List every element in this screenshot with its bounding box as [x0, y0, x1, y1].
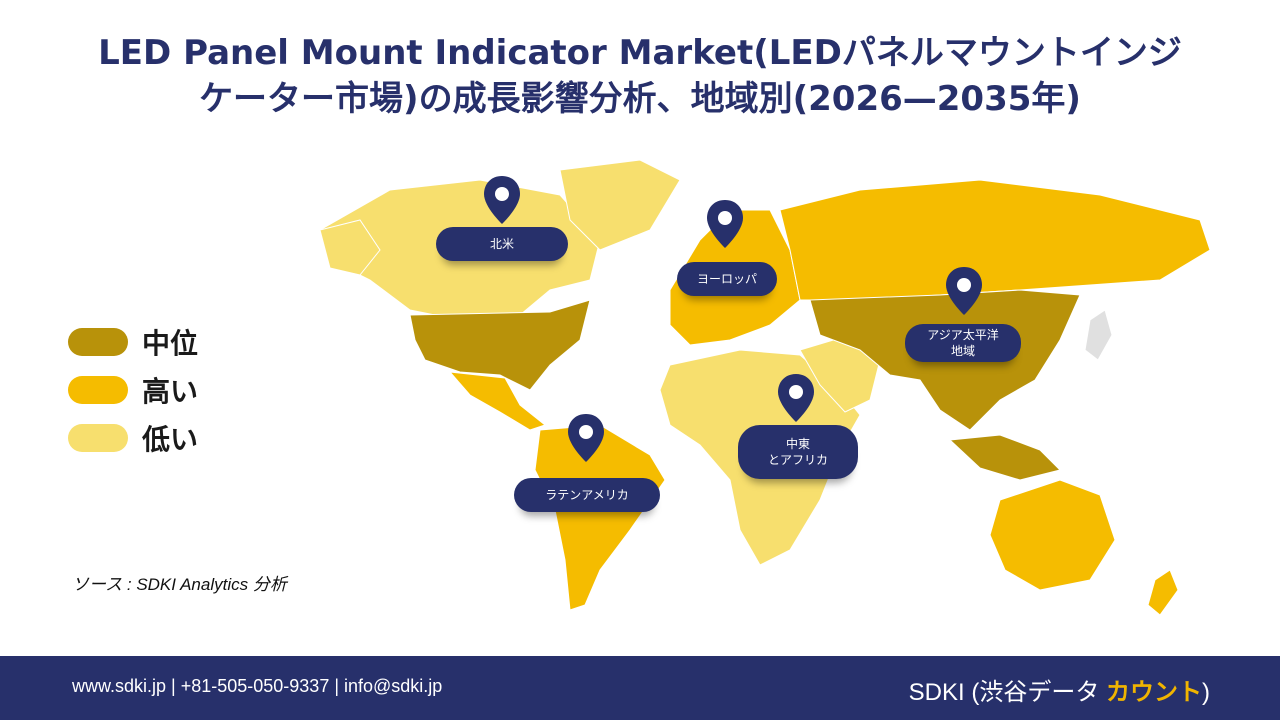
usa-shape: [409, 299, 591, 391]
legend-item-medium: 中位: [68, 318, 198, 366]
region-name-line-2: とアフリカ: [767, 453, 828, 467]
legend: 中位 高い 低い: [68, 318, 198, 462]
world-map-svg: [319, 159, 1211, 616]
japan-shape: [1084, 309, 1113, 361]
footer-contact: www.sdki.jp | +81-505-050-9337 | info@sd…: [72, 676, 443, 696]
region-label-asia-pacific: アジア太平洋 地域: [905, 324, 1021, 362]
russia-shape: [779, 179, 1211, 301]
map-pin-icon: [484, 176, 520, 224]
legend-item-low: 低い: [68, 414, 198, 462]
region-label-north-america: 北米: [436, 227, 568, 261]
region-label-europe: ヨーロッパ: [677, 262, 777, 296]
legend-swatch: [68, 328, 128, 356]
title-line-1: LED Panel Mount Indicator Market(LEDパネルマ…: [98, 33, 1182, 73]
region-name: ラテンアメリカ: [545, 488, 629, 502]
brand-prefix: SDKI (渋谷データ: [908, 679, 1106, 706]
legend-item-high: 高い: [68, 366, 198, 414]
map-pin-icon: [946, 267, 982, 315]
footer: www.sdki.jp | +81-505-050-9337 | info@sd…: [0, 656, 1280, 720]
region-name-line-1: 中東: [785, 437, 810, 451]
legend-swatch: [68, 376, 128, 404]
new-zealand-shape: [1147, 569, 1179, 616]
world-map: [300, 150, 1240, 630]
map-pin-icon: [778, 374, 814, 422]
mexico-shape: [448, 371, 547, 431]
greenland-shape: [559, 159, 681, 251]
legend-label: 低い: [142, 423, 199, 456]
region-name-line-2: 地域: [950, 344, 975, 358]
map-pin-icon: [707, 200, 743, 248]
region-name-line-1: アジア太平洋: [927, 328, 999, 342]
map-pin-icon: [568, 414, 604, 462]
legend-label: 中位: [142, 327, 199, 360]
australia-shape: [989, 479, 1116, 591]
title-line-2: ケーター市場)の成長影響分析、地域別(2026—2035年): [199, 79, 1081, 119]
page-title: LED Panel Mount Indicator Market(LEDパネルマ…: [40, 30, 1240, 122]
region-label-middle-east-africa: 中東 とアフリカ: [738, 425, 858, 479]
region-name: 北米: [489, 237, 514, 251]
brand-accent: カウント: [1106, 679, 1202, 706]
source-note: ソース : SDKI Analytics 分析: [72, 575, 287, 594]
region-label-latin-america: ラテンアメリカ: [514, 478, 660, 512]
brand-suffix: ): [1202, 679, 1210, 706]
southeast-asia-shape: [948, 434, 1061, 481]
legend-swatch: [68, 424, 128, 452]
alaska-shape: [319, 219, 381, 276]
legend-label: 高い: [142, 375, 199, 408]
footer-brand: SDKI (渋谷データ カウント): [909, 672, 1210, 707]
region-name: ヨーロッパ: [696, 272, 757, 286]
